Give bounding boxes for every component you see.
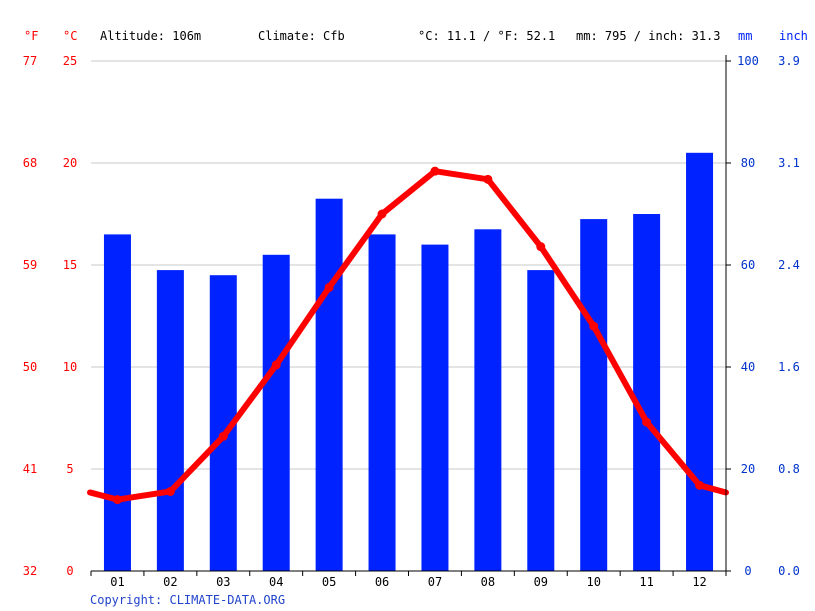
fahrenheit-tick-label: 41	[23, 462, 37, 476]
precipitation-bar	[368, 234, 396, 571]
celsius-tick-label: 10	[63, 360, 77, 374]
altitude-label: Altitude: 106m	[100, 29, 201, 43]
x-tick-label: 09	[534, 575, 548, 589]
precipitation-bar	[580, 219, 608, 571]
precipitation-bar	[633, 214, 661, 571]
celsius-tick-label: 25	[63, 54, 77, 68]
total-precipitation-label: mm: 795 / inch: 31.3	[576, 29, 721, 43]
precipitation-bar	[262, 254, 290, 572]
inch-tick-label: 3.9	[778, 54, 800, 68]
celsius-tick-label: 0	[66, 564, 73, 578]
inch-tick-label: 0.8	[778, 462, 800, 476]
temperature-point	[218, 431, 228, 441]
mm-tick-label: 60	[741, 258, 755, 272]
temperature-point	[324, 282, 334, 292]
mm-tick-label: 20	[741, 462, 755, 476]
x-tick-label: 02	[163, 575, 177, 589]
temperature-point	[695, 480, 705, 490]
mm-tick-label: 80	[741, 156, 755, 170]
temperature-point	[589, 321, 599, 331]
temperature-point	[271, 360, 281, 370]
x-tick-label: 12	[692, 575, 706, 589]
temperature-point	[483, 174, 493, 184]
temperature-point	[377, 209, 387, 219]
precipitation-bar	[474, 229, 502, 572]
precipitation-bar	[527, 270, 555, 571]
temperature-point	[112, 495, 122, 505]
inch-unit-label: inch	[779, 29, 808, 43]
inch-tick-label: 2.4	[778, 258, 800, 272]
precipitation-bar	[686, 152, 714, 572]
mm-unit-label: mm	[738, 29, 752, 43]
mm-tick-label: 100	[737, 54, 759, 68]
fahrenheit-tick-label: 68	[23, 156, 37, 170]
axes	[90, 55, 731, 576]
x-tick-label: 03	[216, 575, 230, 589]
x-tick-label: 04	[269, 575, 283, 589]
celsius-tick-label: 5	[66, 462, 73, 476]
precipitation-bar	[103, 234, 131, 571]
copyright-text: Copyright: CLIMATE-DATA.ORG	[90, 593, 285, 607]
x-tick-label: 08	[481, 575, 495, 589]
inch-tick-label: 1.6	[778, 360, 800, 374]
temperature-point	[165, 486, 175, 496]
celsius-unit-label: °C	[63, 29, 77, 43]
precipitation-bar	[315, 198, 343, 571]
fahrenheit-unit-label: °F	[24, 29, 38, 43]
celsius-tick-label: 15	[63, 258, 77, 272]
temperature-point	[430, 166, 440, 176]
mm-tick-label: 40	[741, 360, 755, 374]
tick-labels: 01 02 03 04 05 06 07 08 09 10 11 12 0 32 5 41 10 50 15 59 20…	[23, 54, 800, 589]
temperature-point	[642, 417, 652, 427]
average-temperature-label: °C: 11.1 / °F: 52.1	[418, 29, 555, 43]
inch-tick-label: 0.0	[778, 564, 800, 578]
temperature-series-line	[87, 168, 729, 503]
temperature-line	[87, 166, 729, 505]
x-tick-label: 06	[375, 575, 389, 589]
x-tick-label: 01	[110, 575, 124, 589]
x-tick-label: 10	[586, 575, 600, 589]
fahrenheit-tick-label: 32	[23, 564, 37, 578]
inch-tick-label: 3.1	[778, 156, 800, 170]
fahrenheit-tick-label: 50	[23, 360, 37, 374]
fahrenheit-tick-label: 59	[23, 258, 37, 272]
precipitation-bar	[156, 270, 184, 571]
precipitation-bar	[421, 244, 449, 571]
x-tick-label: 05	[322, 575, 336, 589]
fahrenheit-tick-label: 77	[23, 54, 37, 68]
celsius-tick-label: 20	[63, 156, 77, 170]
mm-tick-label: 0	[744, 564, 751, 578]
climate-label: Climate: Cfb	[258, 29, 345, 43]
precipitation-bars	[103, 152, 714, 572]
x-tick-label: 07	[428, 575, 442, 589]
x-tick-label: 11	[639, 575, 653, 589]
temperature-point	[536, 242, 546, 252]
gridlines	[91, 60, 726, 470]
